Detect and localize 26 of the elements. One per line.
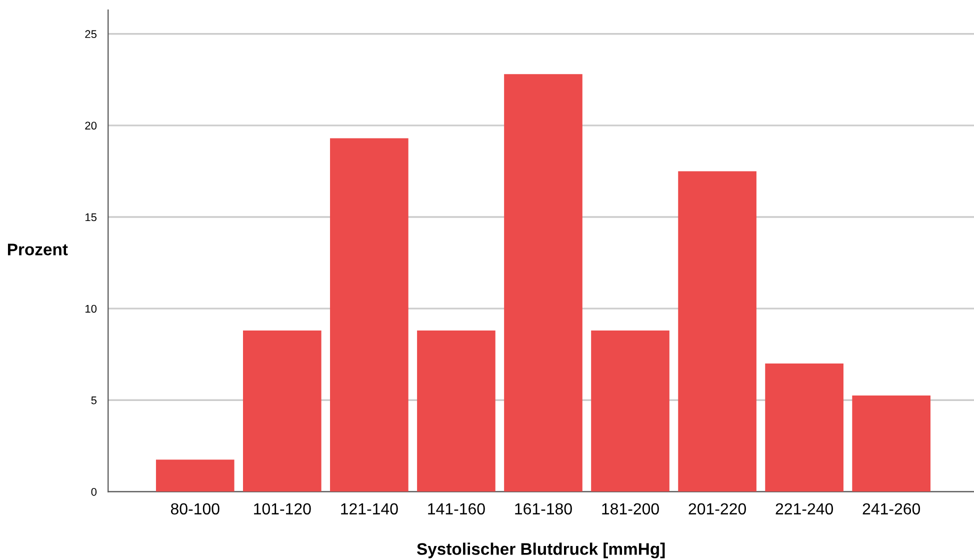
- x-tick-label: 80-100: [170, 503, 220, 515]
- bar: [243, 330, 322, 492]
- y-tick-label: 25: [85, 30, 97, 38]
- bar: [852, 396, 930, 492]
- bar: [417, 330, 496, 492]
- y-tick-label: 20: [85, 122, 97, 130]
- bar: [591, 330, 670, 492]
- x-tick-label: 201-220: [688, 503, 746, 515]
- x-tick-label: 141-160: [428, 503, 485, 515]
- bar: [678, 171, 756, 492]
- y-tick-label: 5: [91, 396, 97, 404]
- x-tick-label: 161-180: [515, 503, 572, 515]
- y-axis-title: Prozent: [8, 244, 68, 256]
- bar: [765, 363, 844, 492]
- y-tick-label: 10: [85, 304, 97, 313]
- x-tick-label: 101-120: [254, 503, 311, 515]
- bar: [504, 74, 582, 492]
- x-axis-title: Systolischer Blutdruck [mmHg]: [416, 542, 665, 558]
- x-tick-label: 181-200: [602, 503, 659, 515]
- x-tick-label: 241-260: [862, 503, 920, 515]
- x-tick-label: 121-140: [341, 503, 398, 515]
- y-tick-label: 0: [91, 488, 97, 496]
- y-tick-label: 15: [85, 213, 97, 222]
- bar: [330, 138, 408, 492]
- x-tick-label: 221-240: [776, 503, 833, 515]
- bar: [156, 460, 234, 492]
